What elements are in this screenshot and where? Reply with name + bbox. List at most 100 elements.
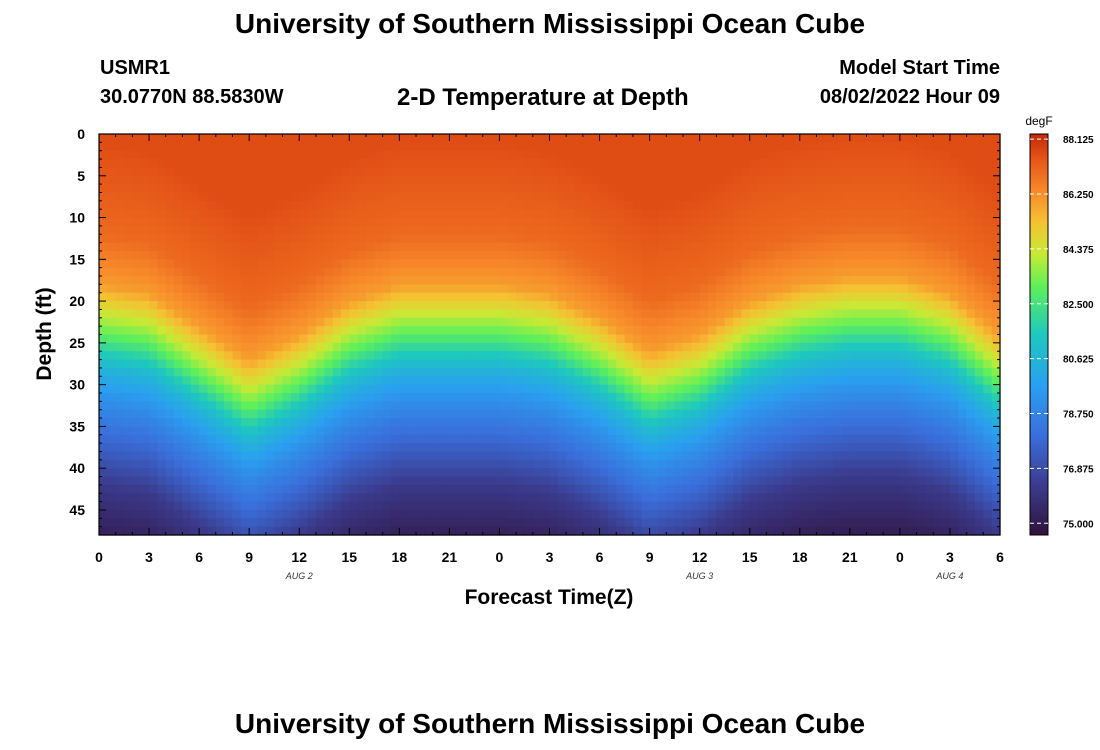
- heatmap-cell: [549, 200, 559, 210]
- heatmap-cell: [107, 468, 117, 478]
- heatmap-cell: [766, 209, 776, 219]
- heatmap-cell: [524, 476, 534, 486]
- heatmap-cell: [724, 518, 734, 528]
- heatmap-cell: [641, 184, 651, 194]
- heatmap-cell: [899, 376, 909, 386]
- heatmap-cell: [107, 259, 117, 269]
- heatmap-cell: [416, 334, 425, 344]
- heatmap-cell: [390, 142, 400, 152]
- heatmap-cell: [624, 184, 634, 194]
- heatmap-cell: [290, 317, 300, 327]
- heatmap-cell: [507, 234, 517, 244]
- heatmap-cell: [107, 518, 117, 528]
- heatmap-cell: [474, 184, 484, 194]
- heatmap-cell: [532, 459, 542, 469]
- heatmap-cell: [582, 476, 592, 486]
- heatmap-cell: [682, 250, 692, 260]
- heatmap-cell: [340, 276, 350, 285]
- heatmap-cell: [174, 276, 184, 285]
- heatmap-cell: [332, 309, 342, 319]
- heatmap-cell: [249, 301, 259, 311]
- heatmap-cell: [315, 384, 325, 394]
- heatmap-cell: [399, 359, 409, 369]
- heatmap-cell: [532, 167, 542, 177]
- heatmap-cell: [466, 434, 476, 444]
- heatmap-cell: [716, 509, 726, 519]
- heatmap-cell: [390, 384, 400, 394]
- heatmap-cell: [674, 409, 684, 419]
- heatmap-cell: [524, 401, 534, 411]
- heatmap-cell: [157, 334, 167, 344]
- heatmap-cell: [766, 476, 776, 486]
- heatmap-cell: [482, 192, 492, 202]
- heatmap-cell: [532, 342, 542, 352]
- heatmap-cell: [599, 334, 609, 344]
- heatmap-cell: [457, 451, 467, 461]
- heatmap-cell: [908, 459, 918, 469]
- heatmap-cell: [132, 150, 142, 160]
- heatmap-cell: [99, 192, 108, 202]
- heatmap-cell: [115, 150, 125, 160]
- heatmap-cell: [699, 459, 709, 469]
- heatmap-cell: [649, 292, 659, 302]
- heatmap-cell: [858, 443, 868, 453]
- heatmap-cell: [516, 175, 526, 185]
- heatmap-cell: [708, 309, 717, 319]
- heatmap-cell: [916, 317, 926, 327]
- heatmap-cell: [883, 326, 893, 336]
- heatmap-cell: [616, 309, 626, 319]
- heatmap-cell: [874, 192, 884, 202]
- heatmap-cell: [474, 426, 484, 436]
- heatmap-cell: [524, 392, 534, 402]
- heatmap-cell: [557, 242, 567, 252]
- heatmap-cell: [641, 376, 651, 386]
- heatmap-cell: [382, 351, 392, 361]
- heatmap-cell: [165, 250, 175, 260]
- heatmap-cell: [441, 351, 450, 361]
- heatmap-cell: [499, 150, 509, 160]
- heatmap-cell: [132, 509, 142, 519]
- heatmap-cell: [574, 134, 584, 143]
- heatmap-cell: [574, 159, 584, 169]
- heatmap-cell: [232, 484, 242, 494]
- heatmap-cell: [641, 159, 651, 169]
- heatmap-cell: [232, 443, 242, 453]
- heatmap-cell: [599, 342, 609, 352]
- heatmap-cell: [232, 159, 242, 169]
- heatmap-cell: [783, 259, 793, 269]
- heatmap-cell: [174, 476, 184, 486]
- heatmap-cell: [516, 200, 526, 210]
- heatmap-cell: [557, 292, 567, 302]
- heatmap-cell: [149, 317, 158, 327]
- heatmap-cell: [774, 159, 784, 169]
- heatmap-cell: [649, 309, 659, 319]
- heatmap-cell: [824, 376, 834, 386]
- heatmap-cell: [132, 518, 142, 528]
- heatmap-cell: [749, 284, 759, 294]
- heatmap-cell: [758, 259, 767, 269]
- heatmap-cell: [591, 217, 601, 227]
- heatmap-cell: [207, 401, 217, 411]
- heatmap-cell: [833, 242, 843, 252]
- heatmap-cell: [340, 384, 350, 394]
- heatmap-cell: [499, 409, 509, 419]
- heatmap-cell: [190, 159, 200, 169]
- heatmap-cell: [299, 334, 309, 344]
- heatmap-cell: [182, 250, 192, 260]
- heatmap-cell: [132, 276, 142, 285]
- heatmap-cell: [257, 518, 267, 528]
- heatmap-cell: [499, 200, 509, 210]
- heatmap-cell: [557, 468, 567, 478]
- heatmap-cell: [816, 384, 826, 394]
- heatmap-cell: [733, 292, 742, 302]
- heatmap-cell: [240, 175, 250, 185]
- heatmap-cell: [299, 167, 309, 177]
- heatmap-cell: [724, 250, 734, 260]
- heatmap-cell: [541, 284, 551, 294]
- heatmap-cell: [516, 167, 526, 177]
- heatmap-cell: [582, 167, 592, 177]
- heatmap-cell: [532, 250, 542, 260]
- heatmap-cell: [724, 167, 734, 177]
- heatmap-cell: [799, 359, 809, 369]
- heatmap-cell: [641, 309, 651, 319]
